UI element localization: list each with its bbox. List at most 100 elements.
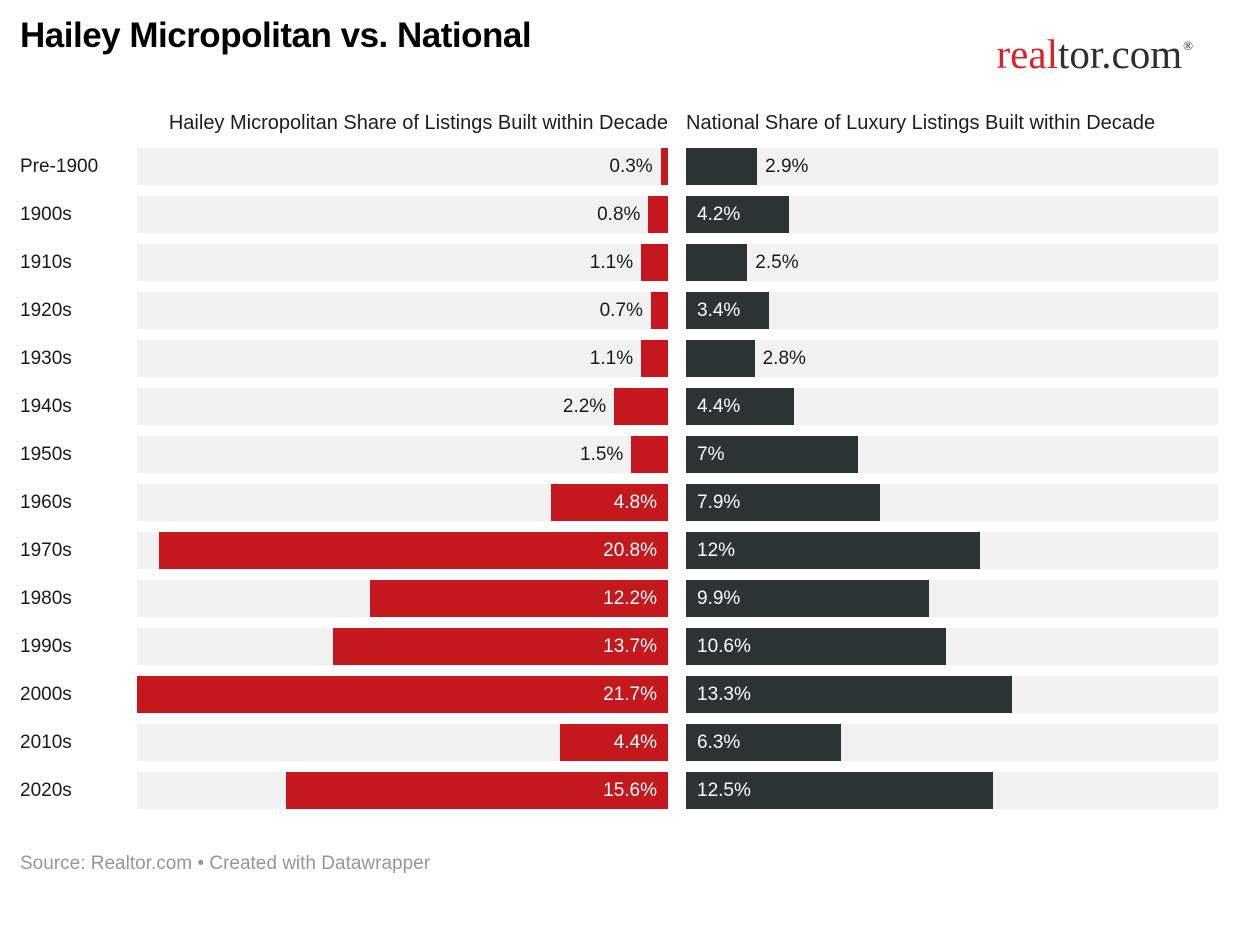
national-bar-track: 13.3%	[686, 676, 1218, 713]
hailey-bar-track: 1.1%	[137, 340, 668, 377]
hailey-bar-track: 4.8%	[137, 484, 668, 521]
column-headers: Hailey Micropolitan Share of Listings Bu…	[20, 110, 1218, 137]
table-row: 1940s 2.2% 4.4%	[20, 388, 1218, 425]
registered-trademark-icon: ®	[1183, 38, 1193, 53]
hailey-value-label: 21.7%	[603, 683, 657, 705]
hailey-value-label: 0.7%	[599, 299, 643, 321]
hailey-bar-track: 13.7%	[137, 628, 668, 665]
hailey-bar: 20.8%	[159, 532, 668, 569]
row-label: 2010s	[20, 731, 72, 753]
table-row: 2010s 4.4% 6.3%	[20, 724, 1218, 761]
column-gap	[668, 110, 686, 137]
national-value-label: 2.5%	[755, 251, 799, 273]
national-value-label: 2.8%	[762, 347, 806, 369]
right-column-header-text: National Share of Luxury Listings Built …	[686, 112, 1156, 134]
national-bar-track: 2.8%	[686, 340, 1218, 377]
hailey-value-label: 0.8%	[597, 203, 641, 225]
national-value-label: 12%	[697, 539, 736, 561]
national-value-label: 2.9%	[765, 155, 809, 177]
hailey-value-label: 0.3%	[609, 155, 653, 177]
table-row: 2020s 15.6% 12.5%	[20, 772, 1218, 809]
national-bar: 6.3%	[686, 724, 841, 761]
national-bar-track: 7%	[686, 436, 1218, 473]
source-line: Source: Realtor.com • Created with Dataw…	[20, 853, 431, 874]
row-label: 2000s	[20, 683, 72, 705]
national-bar-track: 12%	[686, 532, 1218, 569]
national-value-label: 4.2%	[697, 203, 741, 225]
national-bar-track: 10.6%	[686, 628, 1218, 665]
row-label: 1980s	[20, 587, 72, 609]
hailey-value-label: 15.6%	[603, 779, 657, 801]
national-value-label: 10.6%	[697, 635, 751, 657]
hailey-bar-track: 21.7%	[137, 676, 668, 713]
hailey-bar-track: 0.7%	[137, 292, 668, 329]
hailey-bar-track: 2.2%	[137, 388, 668, 425]
hailey-bar-track: 4.4%	[137, 724, 668, 761]
national-bar-track: 2.9%	[686, 148, 1218, 185]
national-bar-track: 4.2%	[686, 196, 1218, 233]
hailey-value-label: 1.1%	[589, 251, 634, 273]
national-bar	[686, 244, 748, 281]
table-row: 2000s 21.7% 13.3%	[20, 676, 1218, 713]
national-bar: 9.9%	[686, 580, 929, 617]
national-bar-track: 9.9%	[686, 580, 1218, 617]
logo-torcom-text: tor.com	[1057, 31, 1183, 77]
row-label: 1950s	[20, 443, 72, 465]
hailey-bar	[631, 436, 668, 473]
national-bar: 10.6%	[686, 628, 946, 665]
row-label: 1970s	[20, 539, 72, 561]
national-bar: 4.2%	[686, 196, 789, 233]
row-label: 1900s	[20, 203, 72, 225]
table-row: 1980s 12.2% 9.9%	[20, 580, 1218, 617]
national-value-label: 13.3%	[697, 683, 751, 705]
national-value-label: 3.4%	[697, 299, 741, 321]
row-label: 1910s	[20, 251, 72, 273]
table-row: 1900s 0.8% 4.2%	[20, 196, 1218, 233]
hailey-bar-track: 1.5%	[137, 436, 668, 473]
table-row: 1960s 4.8% 7.9%	[20, 484, 1218, 521]
table-row: 1910s 1.1% 2.5%	[20, 244, 1218, 281]
hailey-bar	[648, 196, 668, 233]
hailey-value-label: 2.2%	[562, 395, 607, 417]
hailey-bar: 21.7%	[137, 676, 668, 713]
hailey-value-label: 4.4%	[613, 731, 657, 753]
hailey-bar-track: 1.1%	[137, 244, 668, 281]
national-bar	[686, 148, 758, 185]
hailey-bar-track: 12.2%	[137, 580, 668, 617]
row-label: 1930s	[20, 347, 72, 369]
table-row: Pre-1900 0.3% 2.9%	[20, 148, 1218, 185]
table-row: 1920s 0.7% 3.4%	[20, 292, 1218, 329]
national-bar: 13.3%	[686, 676, 1013, 713]
hailey-value-label: 20.8%	[603, 539, 657, 561]
national-bar: 4.4%	[686, 388, 794, 425]
hailey-bar: 4.8%	[550, 484, 668, 521]
national-bar	[686, 340, 755, 377]
hailey-value-label: 12.2%	[603, 587, 657, 609]
hailey-bar	[641, 340, 668, 377]
row-label: 1940s	[20, 395, 72, 417]
national-bar: 3.4%	[686, 292, 770, 329]
table-row: 1970s 20.8% 12%	[20, 532, 1218, 569]
national-bar: 12.5%	[686, 772, 993, 809]
hailey-bar	[660, 148, 668, 185]
hailey-bar-track: 0.8%	[137, 196, 668, 233]
hailey-bar	[614, 388, 668, 425]
table-row: 1950s 1.5% 7%	[20, 436, 1218, 473]
hailey-bar: 12.2%	[369, 580, 668, 617]
hailey-bar: 15.6%	[286, 772, 668, 809]
hailey-bar: 13.7%	[332, 628, 668, 665]
row-label: 2020s	[20, 779, 72, 801]
national-bar-track: 4.4%	[686, 388, 1218, 425]
hailey-value-label: 1.5%	[580, 443, 624, 465]
left-column-header: Hailey Micropolitan Share of Listings Bu…	[168, 112, 668, 134]
national-bar-track: 7.9%	[686, 484, 1218, 521]
hailey-value-label: 1.1%	[589, 347, 634, 369]
realtor-logo: realtor.com®	[997, 25, 1193, 75]
table-row: 1990s 13.7% 10.6%	[20, 628, 1218, 665]
national-value-label: 12.5%	[697, 779, 751, 801]
hailey-bar	[641, 244, 668, 281]
hailey-value-label: 4.8%	[613, 491, 657, 513]
national-value-label: 7.9%	[697, 491, 741, 513]
national-value-label: 9.9%	[697, 587, 741, 609]
national-value-label: 4.4%	[697, 395, 741, 417]
